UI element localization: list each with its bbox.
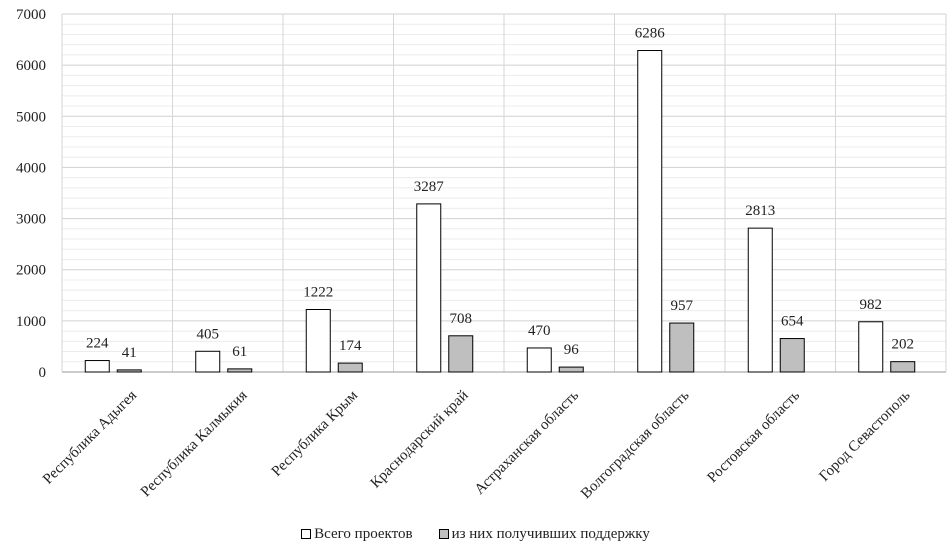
- data-label-total: 3287: [414, 179, 445, 195]
- x-category-label: Республика Калмыкия: [138, 387, 251, 500]
- legend-item-supported: из них получивших поддержку: [438, 525, 650, 543]
- legend-swatch-supported: [438, 529, 449, 539]
- legend-swatch-total: [301, 529, 312, 539]
- y-tick-label: 3000: [16, 212, 46, 228]
- y-tick-label: 6000: [16, 58, 46, 74]
- bar-supported: [337, 362, 363, 373]
- x-category-label: Краснодарский край: [368, 388, 472, 492]
- y-tick-label: 1000: [16, 314, 46, 330]
- bar-supported: [227, 368, 253, 373]
- data-label-total: 2813: [745, 203, 775, 219]
- bar-total: [747, 227, 773, 373]
- bar-total: [858, 321, 884, 373]
- y-tick-label: 2000: [16, 263, 46, 279]
- bar-total: [416, 203, 442, 373]
- data-label-supported: 96: [564, 342, 580, 358]
- x-category-label: Волгоградская область: [578, 387, 693, 502]
- data-label-supported: 708: [450, 311, 473, 327]
- data-label-supported: 957: [671, 298, 694, 314]
- data-label-total: 1222: [303, 285, 333, 301]
- chart-plot: 0 1000 2000 3000 4000 5000 6000 7000 224 41 Респуб…: [16, 7, 947, 502]
- bar-supported: [890, 361, 916, 373]
- data-label-supported: 174: [339, 338, 362, 354]
- x-category-label: Астраханская область: [472, 387, 582, 497]
- bar-total: [305, 309, 331, 373]
- data-label-total: 224: [86, 336, 109, 352]
- y-tick-label: 7000: [16, 7, 46, 23]
- data-label-total: 470: [528, 323, 551, 339]
- data-label-supported: 41: [122, 345, 137, 361]
- y-tick-label: 4000: [16, 160, 46, 176]
- data-label-supported: 61: [232, 344, 247, 360]
- data-label-total: 6286: [635, 26, 666, 42]
- x-category-label: Ростовская область: [705, 387, 804, 486]
- bar-supported: [116, 369, 142, 373]
- bar-total: [84, 360, 110, 373]
- legend-label-total: Всего проектов: [314, 525, 413, 542]
- bar-total: [526, 347, 552, 373]
- bar-supported: [558, 366, 584, 373]
- y-tick-label: 0: [39, 365, 47, 381]
- bar-total: [195, 350, 221, 373]
- x-category-label: Республика Адыгея: [40, 387, 140, 487]
- data-label-supported: 654: [781, 314, 804, 330]
- bar-total: [637, 50, 663, 373]
- bar-supported: [669, 322, 695, 373]
- x-category-label: Город Севастополь: [816, 387, 913, 484]
- x-category-label: Республика Крым: [269, 387, 362, 480]
- legend: Всего проектов из них получивших поддерж…: [0, 523, 951, 545]
- legend-label-supported: из них получивших поддержку: [451, 525, 650, 542]
- bar-supported: [779, 338, 805, 373]
- y-tick-label: 5000: [16, 109, 46, 125]
- legend-item-total: Всего проектов: [301, 525, 413, 543]
- data-label-total: 405: [197, 326, 220, 342]
- data-label-supported: 202: [892, 337, 915, 353]
- bar-supported: [448, 335, 474, 373]
- data-label-total: 982: [860, 297, 883, 313]
